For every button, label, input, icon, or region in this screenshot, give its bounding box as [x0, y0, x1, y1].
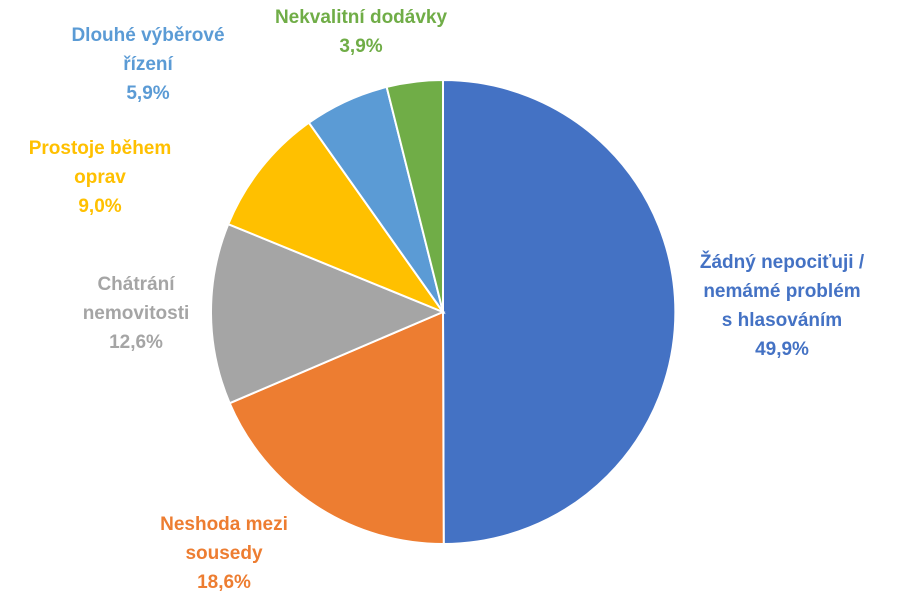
data-label-category: Prostoje během	[29, 138, 172, 159]
data-label-percent: 5,9%	[126, 83, 169, 104]
data-label-category: s hlasováním	[722, 310, 842, 331]
data-label-category: sousedy	[185, 543, 263, 564]
pie-slice	[442, 78, 677, 546]
data-label-percent: 49,9%	[755, 339, 809, 360]
data-label-category: oprav	[74, 167, 126, 188]
data-label: Neshoda mezi sousedy 18,6%	[160, 514, 288, 593]
pie-slice	[226, 121, 446, 315]
data-label-percent: 3,9%	[339, 36, 382, 57]
data-label-percent: 18,6%	[197, 572, 251, 593]
data-label-category: Žádný nepociťuji /	[700, 251, 865, 273]
data-label-percent: 12,6%	[109, 332, 163, 353]
data-label-category: nemovitosti	[83, 303, 190, 324]
data-label-category: Neshoda mezi	[160, 514, 288, 535]
pie-slice	[385, 78, 444, 313]
data-label: Žádný nepociťuji / nemámé problém s hlasov…	[700, 251, 865, 360]
data-label-category: Dlouhé výběrové	[71, 25, 224, 46]
data-label: Nekvalitní dodávky 3,9%	[275, 7, 448, 57]
data-label-category: řízení	[123, 54, 173, 75]
pie-slice	[210, 222, 446, 405]
data-label-category: Nekvalitní dodávky	[275, 7, 448, 28]
pie-slice	[228, 310, 445, 546]
pie-labels: Žádný nepociťuji / nemámé problém s hlasov…	[29, 7, 865, 593]
pie-slices	[210, 78, 677, 546]
data-label-category: Chátrání	[97, 274, 175, 295]
data-label: Prostoje během oprav 9,0%	[29, 138, 172, 217]
data-label: Dlouhé výběrové řízení 5,9%	[71, 25, 224, 104]
data-label-category: nemámé problém	[703, 281, 860, 302]
data-label: Chátrání nemovitosti 12,6%	[83, 274, 190, 353]
data-label-percent: 9,0%	[78, 196, 121, 217]
